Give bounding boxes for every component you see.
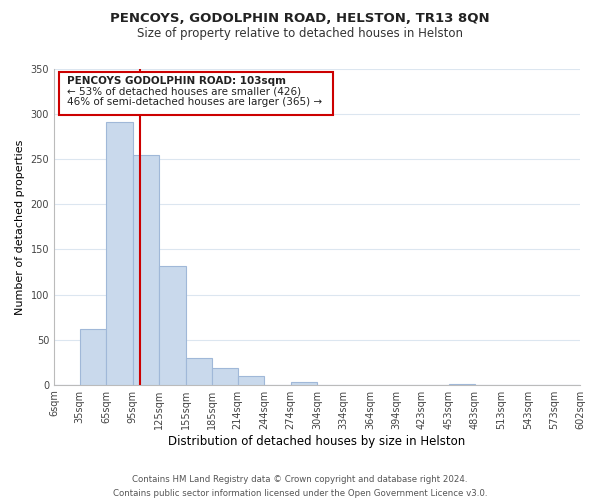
Bar — [212, 368, 238, 384]
Text: ← 53% of detached houses are smaller (426): ← 53% of detached houses are smaller (42… — [67, 86, 301, 97]
Bar — [80, 329, 106, 384]
Y-axis label: Number of detached properties: Number of detached properties — [15, 139, 25, 314]
Bar — [159, 266, 185, 384]
Text: PENCOYS GODOLPHIN ROAD: 103sqm: PENCOYS GODOLPHIN ROAD: 103sqm — [67, 76, 286, 86]
Bar — [106, 122, 133, 384]
X-axis label: Distribution of detached houses by size in Helston: Distribution of detached houses by size … — [169, 434, 466, 448]
Text: 46% of semi-detached houses are larger (365) →: 46% of semi-detached houses are larger (… — [67, 98, 322, 108]
Text: Size of property relative to detached houses in Helston: Size of property relative to detached ho… — [137, 28, 463, 40]
Bar — [290, 382, 317, 384]
Bar — [133, 154, 159, 384]
Bar — [238, 376, 264, 384]
Text: PENCOYS, GODOLPHIN ROAD, HELSTON, TR13 8QN: PENCOYS, GODOLPHIN ROAD, HELSTON, TR13 8… — [110, 12, 490, 26]
FancyBboxPatch shape — [59, 72, 333, 115]
Text: Contains HM Land Registry data © Crown copyright and database right 2024.
Contai: Contains HM Land Registry data © Crown c… — [113, 476, 487, 498]
Bar — [185, 358, 212, 384]
